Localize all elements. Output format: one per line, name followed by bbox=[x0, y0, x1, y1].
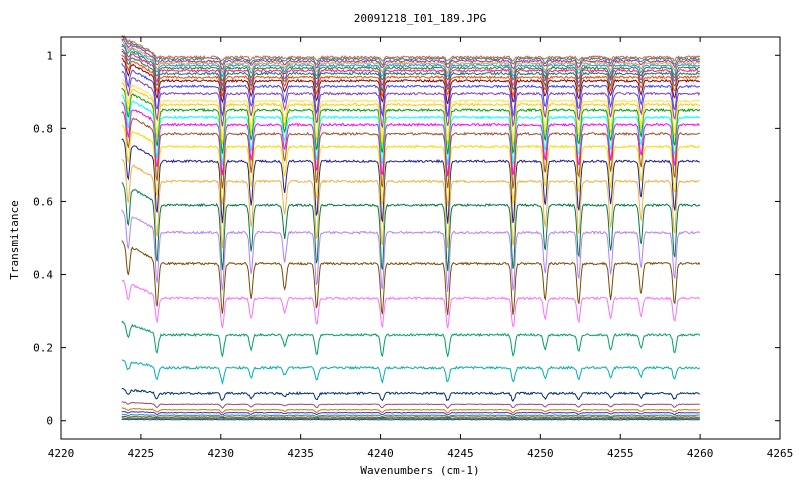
plot-area bbox=[60, 34, 781, 440]
series-line bbox=[121, 81, 700, 146]
series-line bbox=[121, 110, 701, 189]
x-tick-label: 4255 bbox=[607, 447, 634, 460]
y-tick-label: 0.2 bbox=[33, 342, 53, 355]
series-line bbox=[121, 240, 701, 315]
y-tick-label: 1 bbox=[46, 49, 53, 62]
x-axis-label: Wavenumbers (cm-1) bbox=[360, 464, 479, 477]
series-line bbox=[121, 63, 700, 118]
series-line bbox=[121, 320, 701, 358]
series-line bbox=[121, 415, 701, 419]
series-line bbox=[121, 54, 701, 98]
series-line bbox=[121, 417, 700, 420]
plot-frame bbox=[60, 36, 781, 440]
series-line bbox=[121, 48, 701, 88]
series-line bbox=[121, 43, 700, 78]
series-line bbox=[121, 57, 700, 105]
series-line bbox=[121, 124, 700, 207]
series-line bbox=[121, 38, 701, 71]
series-line bbox=[121, 34, 701, 63]
x-tick-label: 4250 bbox=[527, 447, 554, 460]
x-tick-label: 4230 bbox=[208, 447, 235, 460]
series-line bbox=[121, 36, 701, 67]
series-line bbox=[121, 182, 701, 272]
series-line bbox=[121, 138, 701, 224]
series-line bbox=[121, 40, 701, 76]
series-line bbox=[121, 410, 700, 416]
series-line bbox=[121, 209, 701, 293]
y-tick-label: 0.4 bbox=[33, 269, 53, 282]
x-tick-label: 4265 bbox=[767, 447, 794, 460]
x-tick-label: 4260 bbox=[687, 447, 714, 460]
x-tick-label: 4240 bbox=[367, 447, 394, 460]
x-tick-label: 4235 bbox=[287, 447, 314, 460]
y-tick-label: 0.6 bbox=[33, 195, 53, 208]
y-axis-ticks: 0 0.2 0.4 0.6 0.8 1 bbox=[33, 49, 780, 428]
series-line bbox=[121, 401, 700, 409]
series-line bbox=[121, 94, 701, 166]
series-line bbox=[121, 413, 700, 418]
series-line bbox=[121, 101, 700, 177]
series-line bbox=[121, 407, 700, 414]
series-line bbox=[121, 159, 700, 249]
x-tick-label: 4245 bbox=[447, 447, 474, 460]
y-tick-label: 0.8 bbox=[33, 122, 53, 135]
series-line bbox=[121, 279, 701, 329]
series-line bbox=[121, 359, 701, 386]
series-line bbox=[121, 70, 701, 129]
series-line bbox=[121, 79, 700, 138]
series-line bbox=[121, 45, 701, 82]
x-axis-ticks: 4220 4225 4230 4235 4240 4245 4250 4255 4260 4265 bbox=[48, 37, 794, 460]
series-group bbox=[121, 34, 701, 421]
series-line bbox=[121, 87, 701, 155]
chart-title: 20091218_I01_189.JPG bbox=[354, 12, 486, 25]
y-tick-label: 0 bbox=[46, 415, 53, 428]
series-line bbox=[121, 50, 700, 93]
x-tick-label: 4225 bbox=[128, 447, 155, 460]
x-tick-label: 4220 bbox=[48, 447, 75, 460]
series-line bbox=[121, 418, 700, 421]
series-line bbox=[121, 387, 701, 403]
y-axis-label: Transmitance bbox=[8, 200, 21, 279]
